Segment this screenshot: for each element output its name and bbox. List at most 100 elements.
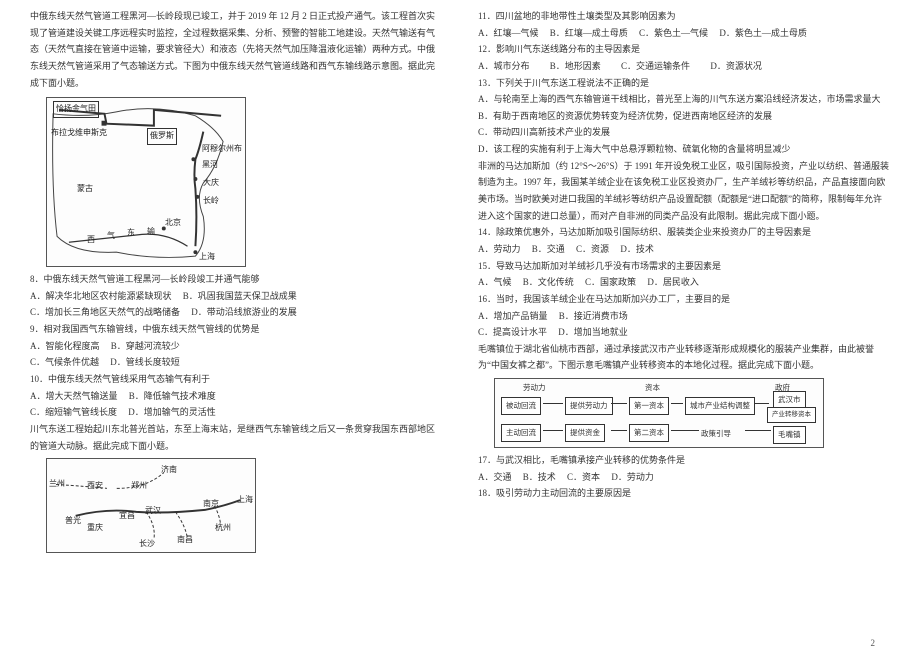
map1-label-h: 蒙古 bbox=[77, 182, 93, 197]
map1-label-a: 恰扬金气田 bbox=[53, 101, 99, 118]
q14b: B．交通 bbox=[532, 244, 565, 254]
q11c: C．紫色土—气候 bbox=[639, 28, 708, 38]
q18: 18．吸引劳动力主动回流的主要原因是 bbox=[478, 485, 890, 502]
q8-options2: C．增加长三角地区天然气的战略储备 D．带动沿线旅游业的发展 bbox=[30, 304, 442, 321]
map1-label-d: 布拉戈维申斯克 bbox=[51, 126, 107, 141]
d-n6: 第二资本 bbox=[629, 424, 669, 442]
q11a: A．红壤—气候 bbox=[478, 28, 539, 38]
q16: 16．当时，我国该羊绒企业在马达加斯加兴办工厂，主要目的是 bbox=[478, 291, 890, 308]
d-n4: 提供资金 bbox=[565, 424, 605, 442]
q12d: D．资源状况 bbox=[710, 61, 762, 71]
d-n3: 提供劳动力 bbox=[565, 397, 613, 415]
q10-options: A．增大天然气输送量 B．降低输气技术难度 bbox=[30, 388, 442, 405]
q14c: C．资源 bbox=[576, 244, 609, 254]
q9-options2: C．气候条件优越 D．管线长度较短 bbox=[30, 354, 442, 371]
q8c: C．增加长三角地区天然气的战略储备 bbox=[30, 307, 180, 317]
right-column: 11．四川盆地的非地带性土壤类型及其影响因素为 A．红壤—气候 B．红壤—成土母… bbox=[478, 8, 890, 643]
exam-page: 中俄东线天然气管道工程黑河—长岭段现已竣工，并于 2019 年 12 月 2 日… bbox=[0, 0, 920, 651]
diagram-capital-flow: 劳动力 资本 政府 被动回流 主动回流 提供劳动力 提供资金 第一资本 第二资本… bbox=[494, 378, 824, 448]
m2a: 济南 bbox=[161, 463, 177, 478]
q11b: B．红壤—成土母质 bbox=[550, 28, 628, 38]
q17: 17．与武汉相比，毛嘴镇承接产业转移的优势条件是 bbox=[478, 452, 890, 469]
map1-label-f: 大庆 bbox=[203, 176, 219, 191]
q17d: D．劳动力 bbox=[611, 472, 654, 482]
q13d: D．该工程的实施有利于上海大气中总悬浮颗粒物、硫氧化物的含量将明显减少 bbox=[478, 141, 890, 158]
intro-paragraph-1: 中俄东线天然气管道工程黑河—长岭段现已竣工，并于 2019 年 12 月 2 日… bbox=[30, 11, 435, 88]
q17c: C．资本 bbox=[567, 472, 600, 482]
q14-options: A．劳动力 B．交通 C．资源 D．技术 bbox=[478, 241, 890, 258]
q9c: C．气候条件优越 bbox=[30, 357, 99, 367]
q9-options: A．智能化程度高 B．穿越河流较少 bbox=[30, 338, 442, 355]
q13a: A．与轮南至上海的西气东输管道干线相比，普光至上海的川气东送方案沿线经济发达，市… bbox=[478, 91, 890, 108]
q8: 8．中俄东线天然气管道工程黑河—长岭段竣工并通气能够 bbox=[30, 271, 442, 288]
d-n5: 第一资本 bbox=[629, 397, 669, 415]
q17b: B．技术 bbox=[523, 472, 556, 482]
q17-options: A．交通 B．技术 C．资本 D．劳动力 bbox=[478, 469, 890, 486]
map1-label-l: 东 bbox=[127, 226, 135, 241]
q10a: A．增大天然气输送量 bbox=[30, 391, 118, 401]
q12: 12．影响川气东送线路分布的主导因素是 bbox=[478, 41, 890, 58]
q11: 11．四川盆地的非地带性土壤类型及其影响因素为 bbox=[478, 8, 890, 25]
q10c: C．缩短输气管线长度 bbox=[30, 407, 117, 417]
q14d: D．技术 bbox=[620, 244, 654, 254]
q12a: A．城市分布 bbox=[478, 61, 530, 71]
m2d: 郑州 bbox=[131, 479, 147, 494]
m2b: 兰州 bbox=[49, 477, 65, 492]
q8a: A．解决华北地区农村能源紧缺现状 bbox=[30, 291, 172, 301]
q10: 10．中俄东线天然气管线采用气态输气有利于 bbox=[30, 371, 442, 388]
q15: 15．导致马达加斯加对羊绒衫几乎没有市场需求的主要因素是 bbox=[478, 258, 890, 275]
q15a: A．气候 bbox=[478, 277, 512, 287]
q8b: B．巩固我国蓝天保卫战成果 bbox=[183, 291, 297, 301]
q15-options: A．气候 B．文化传统 C．国家政策 D．居民收入 bbox=[478, 274, 890, 291]
q8d: D．带动沿线旅游业的发展 bbox=[191, 307, 297, 317]
q9: 9．相对我国西气东输管线，中俄东线天然气管线的优势是 bbox=[30, 321, 442, 338]
m2f: 武汉 bbox=[145, 504, 161, 519]
q17a: A．交通 bbox=[478, 472, 512, 482]
q10-options2: C．缩短输气管线长度 D．增加输气的灵活性 bbox=[30, 404, 442, 421]
m2l: 杭州 bbox=[215, 521, 231, 536]
map1-label-i: 北京 bbox=[165, 216, 181, 231]
q10d: D．增加输气的灵活性 bbox=[128, 407, 216, 417]
m2c: 西安 bbox=[87, 479, 103, 494]
q16d: D．增加当地就业 bbox=[558, 327, 628, 337]
map-chuanqi-dongsong: 济南 兰州 西安 郑州 普光 武汉 南京 上海 重庆 宜昌 南昌 杭州 长沙 bbox=[46, 458, 256, 553]
d-h2: 资本 bbox=[645, 381, 660, 395]
page-number: 2 bbox=[871, 638, 876, 648]
map1-label-c: 阿穆尔州布 bbox=[202, 142, 242, 157]
q12b: B．地形因素 bbox=[550, 61, 601, 71]
q15b: B．文化传统 bbox=[523, 277, 574, 287]
q15c: C．国家政策 bbox=[585, 277, 636, 287]
map1-label-n: 上海 bbox=[199, 250, 215, 265]
map1-label-k: 气 bbox=[107, 229, 115, 244]
m2j: 宜昌 bbox=[119, 509, 135, 524]
q13b: B．有助于西南地区的资源优势转变为经济优势，促进西南地区经济的发展 bbox=[478, 108, 890, 125]
q11-options: A．红壤—气候 B．红壤—成土母质 C．紫色土—气候 D．紫色土—成土母质 bbox=[478, 25, 890, 42]
d-h1: 劳动力 bbox=[523, 381, 546, 395]
intro-paragraph-4: 毛嘴镇位于湖北省仙桃市西部，通过承接武汉市产业转移逐渐形成规模化的服装产业集群，… bbox=[478, 344, 874, 371]
q14: 14．除政策优惠外，马达加斯加吸引国际纺织、服装类企业来投资办厂的主导因素是 bbox=[478, 224, 890, 241]
m2i: 重庆 bbox=[87, 521, 103, 536]
map1-label-m: 输 bbox=[147, 225, 155, 240]
q14a: A．劳动力 bbox=[478, 244, 521, 254]
d-n2: 主动回流 bbox=[501, 424, 541, 442]
q11d: D．紫色土—成土母质 bbox=[719, 28, 807, 38]
m2g: 南京 bbox=[203, 497, 219, 512]
intro-paragraph-3: 非洲的马达加斯加（约 12°S～26°S）于 1991 年开设免税工业区，吸引国… bbox=[478, 161, 889, 221]
q8-options: A．解决华北地区农村能源紧缺现状 B．巩固我国蓝天保卫战成果 bbox=[30, 288, 442, 305]
q16b: B．接近消费市场 bbox=[559, 311, 628, 321]
m2e: 普光 bbox=[65, 514, 81, 529]
q9b: B．穿越河流较少 bbox=[111, 341, 180, 351]
q15d: D．居民收入 bbox=[647, 277, 699, 287]
q9a: A．智能化程度高 bbox=[30, 341, 100, 351]
d-n8: 政策引导 bbox=[701, 427, 731, 441]
q16a: A．增加产品销量 bbox=[478, 311, 548, 321]
map1-label-e: 黑河 bbox=[202, 158, 218, 173]
intro-paragraph-2: 川气东送工程始起川东北普光首站，东至上海末站，是继西气东输管线之后又一条贯穿我国… bbox=[30, 424, 435, 451]
q13c: C．带动四川高新技术产业的发展 bbox=[478, 124, 890, 141]
left-column: 中俄东线天然气管道工程黑河—长岭段现已竣工，并于 2019 年 12 月 2 日… bbox=[30, 8, 442, 643]
map1-label-b: 俄罗斯 bbox=[147, 128, 177, 145]
map-china-russia-pipeline: 恰扬金气田 俄罗斯 阿穆尔州布 布拉戈维申斯克 黑河 大庆 长岭 蒙古 北京 西… bbox=[46, 97, 246, 267]
q10b: B．降低输气技术难度 bbox=[129, 391, 216, 401]
m2m: 长沙 bbox=[139, 537, 155, 552]
q12c: C．交通运输条件 bbox=[621, 61, 690, 71]
